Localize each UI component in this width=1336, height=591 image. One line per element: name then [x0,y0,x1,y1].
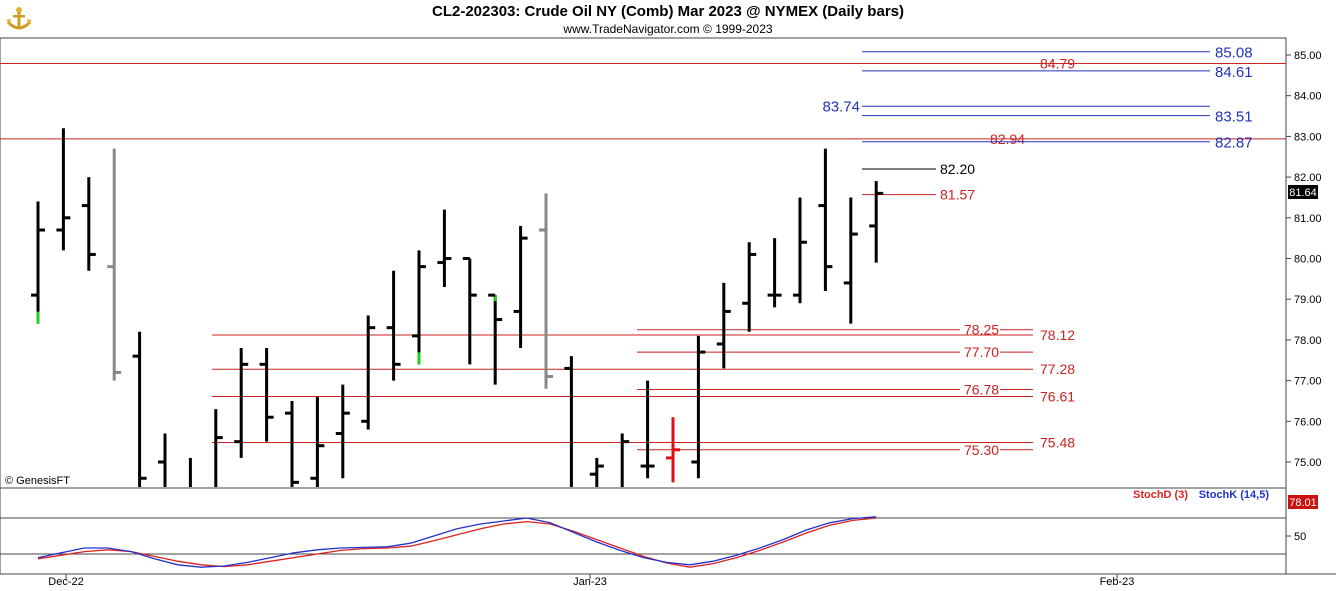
level-label-blue: 84.61 [1215,64,1253,81]
chart-subtitle: www.TradeNavigator.com © 1999-2023 [563,22,773,36]
chart-header: CL2-202303: Crude Oil NY (Comb) Mar 2023… [0,0,1336,38]
last-price-badge [1288,185,1318,199]
y-tick-label: 76.00 [1294,416,1322,428]
level-label-red: 77.28 [1040,361,1075,377]
copyright-text: © GenesisFT [5,475,70,487]
level-label-red: 76.78 [964,382,999,398]
level-label-red: 75.30 [964,442,999,458]
stoch-panel-frame [0,487,1287,575]
price-bars-layer [31,128,884,487]
stoch-last-label: 78.01 [1289,497,1317,509]
stoch-series-line [37,517,877,568]
stoch-series-line [37,516,877,568]
y-tick-label: 82.00 [1294,172,1322,184]
level-label-red: 78.12 [1040,327,1075,343]
last-price-label: 81.64 [1289,187,1317,199]
price-panel-frame [0,37,1287,489]
y-tick-label: 84.00 [1294,91,1322,103]
chart-title: CL2-202303: Crude Oil NY (Comb) Mar 2023… [432,3,904,20]
y-tick-label: 79.00 [1294,294,1322,306]
level-label-blue: 85.08 [1215,45,1253,62]
level-label-red: 84.79 [1040,56,1075,72]
y-tick-label: 80.00 [1294,254,1322,266]
y-tick-label: 85.00 [1294,50,1322,62]
y-tick-label: 75.00 [1294,457,1322,469]
x-tick-label: Feb-23 [1100,576,1135,588]
x-axis: Dec-22 Jan-23 Feb-23 [48,574,1134,588]
level-label-red: 75.48 [1040,434,1075,450]
x-tick-label: Dec-22 [48,576,83,588]
level-label-red: 77.70 [964,344,999,360]
stoch-last-badge [1288,495,1318,509]
y-tick-label: 81.00 [1294,213,1322,225]
level-label-black: 82.20 [940,161,975,177]
level-label-red: 82.94 [990,131,1025,147]
x-tick-label: Jan-23 [573,576,607,588]
y-tick-label: 83.00 [1294,131,1322,143]
level-label-red: 81.57 [940,187,975,203]
price-y-axis: 75.00 76.00 77.00 78.00 79.00 80.00 81.00 82.00… [1286,50,1322,469]
levels-layer: 84.79 82.94 78.25 78.12 77.70 77.28 76.78 76.61… [0,45,1286,458]
legend-stochk: StochK (14,5) [1199,489,1270,501]
level-label-blue: 83.51 [1215,109,1253,126]
trade-navigator-logo-icon [4,4,34,34]
level-label-red: 76.61 [1040,388,1075,404]
level-label-blue: 83.74 [822,98,860,115]
y-tick-label: 78.00 [1294,335,1322,347]
stoch-tick-label: 50 [1294,531,1306,543]
stochastic-layer: 50 [0,516,1306,568]
level-label-blue: 82.87 [1215,135,1253,152]
level-label-red: 78.25 [964,322,999,338]
legend-stochd: StochD (3) [1133,489,1188,501]
y-tick-label: 77.00 [1294,376,1322,388]
